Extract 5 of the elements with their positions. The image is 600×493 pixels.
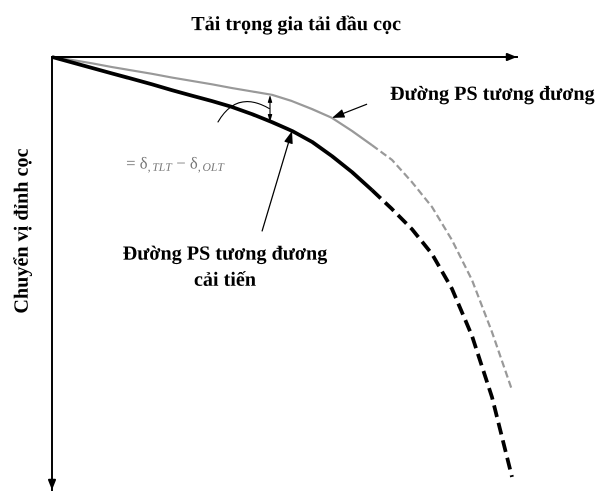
x-axis-title: Tải trọng gia tải đầu cọc [192, 16, 401, 35]
annotation: = δ$_{,TLT}$ − δ$_{,OLT}$ [126, 156, 225, 173]
text: Đường PS tương đương [390, 86, 594, 104]
text: Đường PS tương đương cải tiến [123, 246, 328, 286]
y-axis-title: Chuyển vị đỉnh cọc [13, 149, 32, 313]
